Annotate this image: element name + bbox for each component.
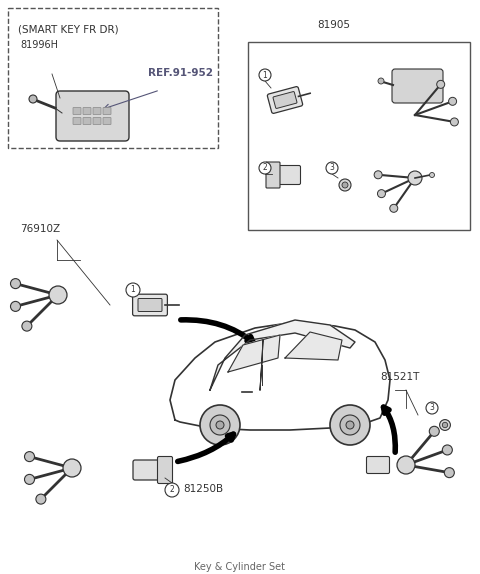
Circle shape — [444, 468, 455, 478]
FancyBboxPatch shape — [276, 165, 300, 184]
Circle shape — [426, 402, 438, 414]
Circle shape — [450, 118, 458, 126]
FancyBboxPatch shape — [103, 118, 111, 125]
FancyBboxPatch shape — [133, 460, 165, 480]
Circle shape — [11, 278, 21, 289]
Circle shape — [49, 286, 67, 304]
Circle shape — [377, 189, 385, 197]
Circle shape — [36, 494, 46, 504]
Circle shape — [430, 173, 434, 177]
Text: 81905: 81905 — [317, 20, 350, 30]
Circle shape — [346, 421, 354, 429]
Polygon shape — [228, 335, 280, 372]
Circle shape — [63, 459, 81, 477]
Polygon shape — [210, 320, 355, 390]
Text: 2: 2 — [169, 486, 174, 494]
Circle shape — [397, 456, 415, 474]
Polygon shape — [170, 322, 390, 430]
Polygon shape — [285, 332, 342, 360]
FancyBboxPatch shape — [132, 294, 168, 316]
Circle shape — [340, 415, 360, 435]
FancyBboxPatch shape — [56, 91, 129, 141]
Circle shape — [11, 301, 21, 311]
FancyBboxPatch shape — [248, 42, 470, 230]
Circle shape — [210, 415, 230, 435]
Circle shape — [259, 162, 271, 174]
Text: 3: 3 — [430, 404, 434, 413]
Text: 76910Z: 76910Z — [20, 224, 60, 234]
Circle shape — [374, 171, 382, 179]
FancyBboxPatch shape — [83, 107, 91, 114]
FancyBboxPatch shape — [367, 456, 389, 474]
Circle shape — [443, 445, 452, 455]
Circle shape — [339, 179, 351, 191]
Circle shape — [24, 474, 35, 484]
Circle shape — [29, 95, 37, 103]
Circle shape — [200, 405, 240, 445]
Text: 81996H: 81996H — [20, 40, 58, 50]
Circle shape — [259, 69, 271, 81]
Circle shape — [378, 78, 384, 84]
FancyBboxPatch shape — [93, 118, 101, 125]
Circle shape — [216, 421, 224, 429]
FancyBboxPatch shape — [157, 456, 172, 483]
Circle shape — [126, 283, 140, 297]
Text: REF.91-952: REF.91-952 — [148, 68, 213, 78]
FancyBboxPatch shape — [273, 92, 297, 108]
Circle shape — [437, 80, 444, 88]
Text: (SMART KEY FR DR): (SMART KEY FR DR) — [18, 24, 119, 34]
Circle shape — [408, 171, 422, 185]
Circle shape — [390, 204, 398, 212]
FancyBboxPatch shape — [93, 107, 101, 114]
Circle shape — [165, 483, 179, 497]
Circle shape — [442, 422, 448, 428]
FancyBboxPatch shape — [392, 69, 443, 103]
Text: 81250B: 81250B — [183, 484, 223, 494]
Text: 3: 3 — [330, 164, 335, 173]
FancyBboxPatch shape — [8, 8, 218, 148]
Circle shape — [330, 405, 370, 445]
FancyBboxPatch shape — [266, 162, 280, 188]
Text: 2: 2 — [263, 164, 267, 173]
FancyBboxPatch shape — [103, 107, 111, 114]
Text: Key & Cylinder Set: Key & Cylinder Set — [194, 562, 286, 572]
FancyBboxPatch shape — [267, 87, 302, 114]
Circle shape — [24, 452, 35, 461]
Text: 1: 1 — [263, 71, 267, 80]
Circle shape — [326, 162, 338, 174]
Text: 1: 1 — [131, 285, 135, 294]
FancyBboxPatch shape — [138, 298, 162, 312]
FancyBboxPatch shape — [83, 118, 91, 125]
Circle shape — [429, 426, 439, 436]
Text: 81521T: 81521T — [380, 372, 420, 382]
FancyBboxPatch shape — [73, 118, 81, 125]
Circle shape — [342, 182, 348, 188]
Circle shape — [449, 98, 456, 105]
FancyBboxPatch shape — [73, 107, 81, 114]
Circle shape — [440, 420, 450, 430]
Circle shape — [22, 321, 32, 331]
